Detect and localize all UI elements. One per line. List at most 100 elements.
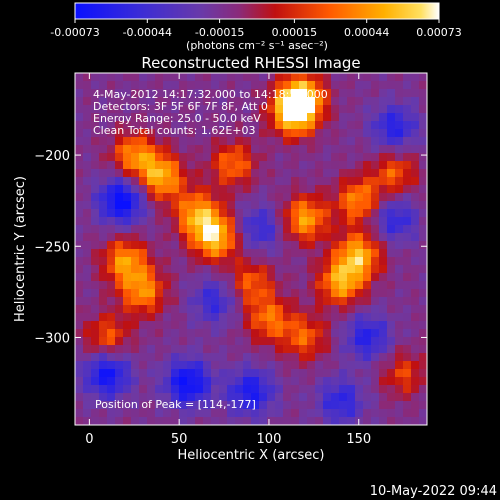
heatmap-cell — [99, 73, 108, 82]
heatmap-cell — [235, 145, 244, 154]
heatmap-cell — [75, 121, 84, 130]
heatmap-cell — [195, 89, 204, 98]
heatmap-cell — [123, 257, 132, 266]
heatmap-cell — [83, 273, 92, 282]
heatmap-cell — [331, 153, 340, 162]
heatmap-cell — [355, 233, 364, 242]
heatmap-cell — [379, 401, 388, 410]
heatmap-cell — [363, 353, 372, 362]
heatmap-cell — [123, 113, 132, 122]
heatmap-cell — [355, 409, 364, 418]
heatmap-cell — [75, 273, 84, 282]
heatmap-cell — [195, 209, 204, 218]
heatmap-cell — [419, 169, 427, 178]
heatmap-cell — [323, 401, 332, 410]
heatmap-cell — [379, 161, 388, 170]
heatmap-cell — [267, 401, 276, 410]
heatmap-cell — [355, 89, 364, 98]
heatmap-cell — [147, 185, 156, 194]
heatmap-cell — [203, 281, 212, 290]
heatmap-cell — [371, 137, 380, 146]
heatmap-cell — [131, 417, 140, 425]
heatmap-cell — [131, 257, 140, 266]
heatmap-cell — [387, 337, 396, 346]
heatmap-cell — [251, 233, 260, 242]
heatmap-cell — [195, 265, 204, 274]
heatmap-cell — [123, 281, 132, 290]
heatmap-cell — [219, 241, 228, 250]
heatmap-cell — [387, 393, 396, 402]
heatmap-cell — [179, 169, 188, 178]
heatmap-cell — [227, 417, 236, 425]
heatmap-cell — [387, 209, 396, 218]
heatmap-cell — [107, 417, 116, 425]
heatmap-cell — [363, 193, 372, 202]
heatmap-cell — [299, 89, 308, 98]
heatmap-cell — [307, 161, 316, 170]
heatmap-cell — [379, 273, 388, 282]
heatmap-cell — [131, 217, 140, 226]
heatmap-cell — [211, 193, 220, 202]
heatmap-cell — [243, 337, 252, 346]
heatmap-cell — [107, 161, 116, 170]
heatmap-cell — [163, 145, 172, 154]
heatmap-cell — [251, 361, 260, 370]
heatmap-cell — [155, 169, 164, 178]
heatmap-cell — [395, 249, 404, 258]
heatmap-cell — [419, 185, 427, 194]
heatmap-cell — [107, 369, 116, 378]
heatmap-cell — [251, 337, 260, 346]
heatmap-cell — [235, 329, 244, 338]
heatmap-cell — [379, 345, 388, 354]
heatmap-cell — [99, 329, 108, 338]
heatmap-cell — [187, 353, 196, 362]
heatmap-cell — [83, 329, 92, 338]
heatmap-cell — [227, 113, 236, 122]
heatmap-cell — [227, 281, 236, 290]
heatmap-cell — [371, 233, 380, 242]
heatmap-cell — [323, 361, 332, 370]
heatmap-cell — [107, 113, 116, 122]
heatmap-cell — [323, 97, 332, 106]
heatmap-cell — [347, 337, 356, 346]
heatmap-cell — [267, 233, 276, 242]
heatmap-cell — [139, 337, 148, 346]
heatmap-cell — [75, 305, 84, 314]
heatmap-cell — [227, 313, 236, 322]
heatmap-cell — [283, 401, 292, 410]
heatmap-cell — [155, 161, 164, 170]
heatmap-cell — [99, 89, 108, 98]
heatmap-cell — [339, 161, 348, 170]
heatmap-cell — [99, 113, 108, 122]
heatmap-cell — [155, 129, 164, 138]
heatmap-cell — [83, 177, 92, 186]
heatmap-cell — [187, 193, 196, 202]
heatmap-cell — [403, 185, 412, 194]
heatmap-cell — [355, 401, 364, 410]
heatmap-cell — [403, 209, 412, 218]
heatmap-cell — [403, 129, 412, 138]
heatmap-cell — [235, 201, 244, 210]
heatmap-cell — [323, 209, 332, 218]
heatmap-cell — [75, 249, 84, 258]
heatmap-cell — [235, 81, 244, 90]
heatmap-cell — [75, 369, 84, 378]
heatmap-cell — [331, 409, 340, 418]
heatmap-cell — [363, 185, 372, 194]
heatmap-cell — [227, 241, 236, 250]
heatmap-cell — [107, 313, 116, 322]
heatmap-cell — [195, 305, 204, 314]
heatmap-cell — [171, 105, 180, 114]
heatmap-cell — [251, 169, 260, 178]
heatmap-cell — [179, 185, 188, 194]
heatmap-cell — [363, 257, 372, 266]
heatmap-cell — [187, 377, 196, 386]
heatmap-cell — [123, 289, 132, 298]
heatmap-cell — [243, 273, 252, 282]
heatmap-cell — [131, 193, 140, 202]
heatmap-cell — [195, 377, 204, 386]
heatmap-cell — [355, 201, 364, 210]
heatmap-cell — [419, 97, 427, 106]
heatmap-cell — [267, 105, 276, 114]
heatmap-cell — [99, 289, 108, 298]
